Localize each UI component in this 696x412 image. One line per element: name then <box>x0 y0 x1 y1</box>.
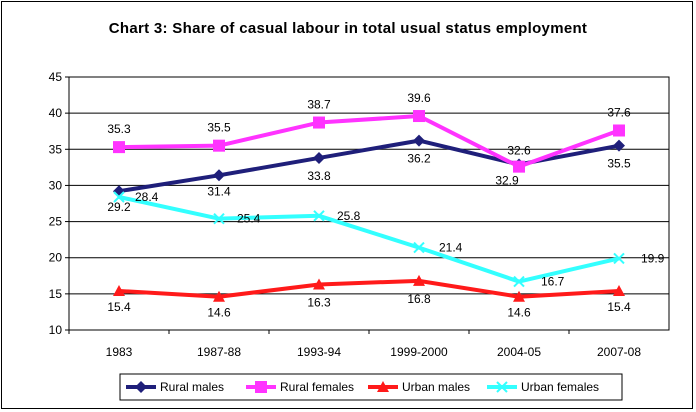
data-point <box>213 212 225 225</box>
data-point <box>413 134 425 147</box>
series-line <box>118 278 620 299</box>
legend-label: Rural males <box>160 380 224 394</box>
data-label: 39.6 <box>407 91 431 105</box>
data-label: 28.4 <box>135 190 159 204</box>
legend-label: Urban females <box>521 380 599 394</box>
data-point <box>513 290 525 302</box>
y-tick-label: 35 <box>49 142 63 156</box>
chart-title: Chart 3: Share of casual labour in total… <box>108 20 588 37</box>
y-tick-label: 20 <box>49 251 63 265</box>
legend-marker <box>377 381 389 392</box>
data-point <box>613 124 625 137</box>
data-point <box>313 278 325 290</box>
data-label: 16.7 <box>541 275 565 289</box>
x-tick-label: 2007-08 <box>597 345 641 359</box>
data-point <box>413 274 425 286</box>
data-label: 31.4 <box>207 184 231 198</box>
data-label: 14.6 <box>507 306 531 320</box>
data-label: 38.7 <box>307 98 331 112</box>
data-point <box>113 284 125 296</box>
legend-label: Urban males <box>402 380 470 394</box>
data-label: 16.8 <box>407 292 431 306</box>
data-label: 25.4 <box>237 212 261 226</box>
data-point <box>213 169 225 182</box>
data-label: 14.6 <box>207 306 231 320</box>
data-label: 37.6 <box>607 105 631 119</box>
data-label: 16.3 <box>307 295 331 309</box>
data-point <box>113 141 125 154</box>
data-label: 36.2 <box>407 152 431 166</box>
x-tick-label: 1987-88 <box>197 345 241 359</box>
data-label: 35.5 <box>207 121 231 135</box>
data-point <box>413 110 425 123</box>
data-point <box>613 252 625 265</box>
y-tick-label: 30 <box>49 178 63 192</box>
data-label: 32.9 <box>495 173 519 187</box>
data-point <box>413 241 425 254</box>
data-point <box>613 139 625 152</box>
data-label: 35.5 <box>607 157 631 171</box>
data-label: 15.4 <box>607 300 631 314</box>
data-label: 29.2 <box>107 200 131 214</box>
data-point <box>313 151 325 164</box>
data-point <box>513 275 525 288</box>
data-point <box>613 284 625 296</box>
y-tick-label: 25 <box>49 215 63 229</box>
series-line <box>118 195 620 284</box>
data-label: 25.8 <box>337 209 361 223</box>
data-label: 21.4 <box>439 241 463 255</box>
y-tick-label: 45 <box>49 70 63 84</box>
data-label: 19.9 <box>641 251 665 265</box>
x-tick-label: 1999-2000 <box>390 345 448 359</box>
y-tick-label: 40 <box>49 106 63 120</box>
data-point <box>213 139 225 152</box>
x-tick-label: 1993-94 <box>297 345 341 359</box>
legend-label: Rural females <box>280 380 354 394</box>
data-point <box>313 210 325 222</box>
legend-marker <box>135 381 147 393</box>
legend-marker <box>496 381 508 393</box>
data-point <box>213 290 225 302</box>
data-point <box>313 116 325 129</box>
data-point <box>113 191 125 203</box>
y-tick-label: 10 <box>49 323 63 337</box>
data-label: 33.8 <box>307 169 331 183</box>
data-label: 35.3 <box>107 122 131 136</box>
data-label: 32.6 <box>507 144 531 158</box>
x-tick-label: 1983 <box>106 345 133 359</box>
legend-marker <box>255 381 267 393</box>
y-tick-label: 15 <box>49 287 63 301</box>
data-point <box>513 160 525 173</box>
data-label: 15.4 <box>107 300 131 314</box>
x-tick-label: 2004-05 <box>497 345 541 359</box>
series-line <box>118 114 620 169</box>
